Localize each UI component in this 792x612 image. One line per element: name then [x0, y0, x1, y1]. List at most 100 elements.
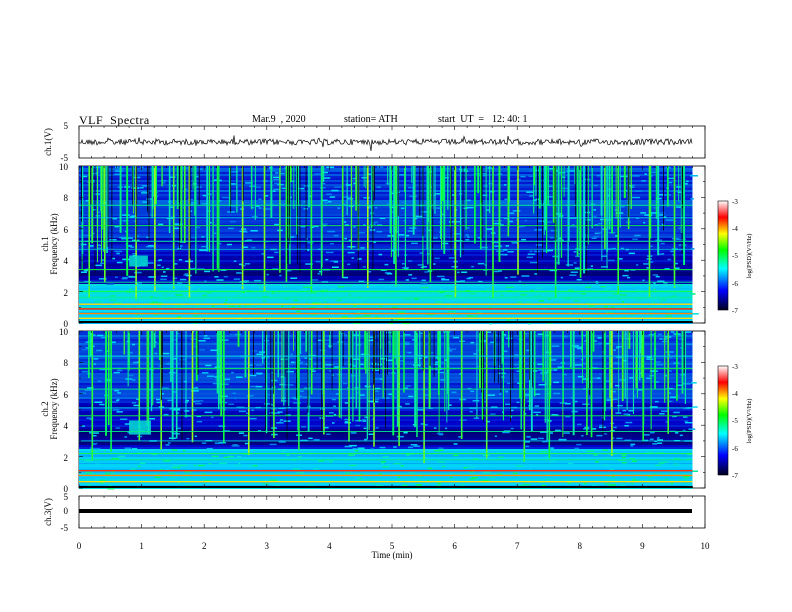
spectrogram-speck	[119, 175, 127, 177]
spectrogram-speck	[401, 201, 406, 204]
spectrogram-speck	[364, 438, 368, 441]
spectrogram-speck	[505, 391, 509, 393]
spectrogram-speck	[130, 468, 137, 470]
spectrogram-band	[79, 294, 693, 296]
spectrogram-speck	[521, 238, 526, 241]
spectrogram-speck	[325, 258, 329, 261]
spectrogram-speck	[642, 279, 645, 282]
ch1-waveform-panel	[78, 125, 706, 159]
spectrogram-speck	[506, 337, 514, 340]
ch1-wave-ytick-5: 5	[64, 121, 69, 131]
ch3-wave-ytick-5: 5	[64, 492, 69, 502]
spectrogram-speck	[439, 288, 444, 291]
sferic-streak	[119, 166, 122, 233]
spectrogram-speck	[498, 270, 503, 272]
sferic-streak	[426, 166, 428, 249]
spectrogram-speck	[549, 269, 558, 272]
spectrogram-speck	[533, 411, 541, 414]
spectrogram-speck	[440, 379, 446, 381]
spectrogram-speck	[392, 319, 399, 322]
spectrogram-speck	[317, 339, 324, 342]
spectrogram-speck	[505, 403, 511, 406]
sferic-streak	[485, 166, 487, 276]
sferic-streak	[293, 331, 294, 351]
spectrogram-speck	[613, 362, 619, 364]
spectrogram-speck	[162, 387, 169, 389]
spectrogram-speck	[322, 199, 328, 202]
spectrogram-speck	[467, 466, 476, 468]
dropout-streak	[342, 331, 344, 366]
spectrogram-speck	[537, 333, 544, 335]
spectrogram-speck	[567, 482, 571, 484]
spectrogram-speck	[135, 299, 140, 302]
spectrogram-speck	[291, 361, 295, 364]
spectrogram-speck	[94, 478, 101, 480]
spectrogram-speck	[154, 476, 161, 479]
spectrogram-speck	[437, 461, 445, 463]
spectrogram-speck	[360, 473, 364, 476]
spectrogram-speck	[565, 416, 571, 418]
spectrogram-speck	[559, 171, 566, 174]
spectrogram-speck	[450, 476, 453, 479]
spectrogram-speck	[218, 425, 226, 427]
spectrogram-speck	[378, 278, 385, 281]
spectrogram-speck	[596, 434, 603, 437]
sferic-streak	[533, 331, 536, 397]
spectrogram-speck	[504, 277, 508, 279]
spectrogram-speck	[658, 193, 664, 196]
spectrogram-speck	[286, 370, 294, 373]
spectrogram-speck	[122, 214, 130, 216]
spectrogram-speck	[550, 358, 558, 360]
spectrogram-speck	[584, 340, 588, 342]
sferic-streak	[236, 166, 238, 213]
spectrogram-speck	[195, 226, 201, 229]
spectrogram-speck	[223, 302, 227, 304]
sferic-streak	[389, 331, 391, 354]
spectrogram-speck	[665, 219, 674, 221]
spectrogram-speck	[603, 342, 611, 345]
spectrogram-speck	[337, 207, 341, 209]
spectrogram-speck	[309, 292, 317, 294]
spectrogram-speck	[657, 253, 664, 255]
sferic-streak	[576, 166, 579, 257]
spectrogram-speck	[445, 295, 453, 297]
sferic-streak	[676, 331, 678, 401]
spectrogram-speck	[302, 396, 311, 398]
dropout-streak	[331, 331, 333, 391]
spectrogram-band	[79, 250, 693, 252]
spectrogram-speck	[261, 309, 264, 311]
spectrogram-speck	[649, 370, 658, 372]
spectrogram-speck	[305, 263, 313, 265]
spectrogram-speck	[83, 269, 88, 272]
spectrogram-speck	[157, 259, 160, 262]
spectrogram-speck	[263, 208, 271, 210]
spectrogram-speck	[652, 473, 657, 476]
spectrogram-band	[79, 455, 693, 457]
spectrogram-speck	[486, 420, 490, 423]
spectrogram-speck	[169, 476, 178, 479]
spectrogram-speck	[86, 417, 94, 419]
dropout-streak	[230, 166, 232, 213]
spectrogram-speck	[373, 241, 377, 244]
spectrogram-speck	[380, 461, 387, 463]
spectrogram-speck	[135, 234, 139, 237]
spectrogram-band	[79, 252, 693, 254]
sferic-streak	[590, 331, 593, 438]
spectrogram-speck	[496, 473, 503, 476]
spectrogram-speck	[670, 396, 677, 398]
spectrogram-speck	[565, 479, 571, 481]
dropout-streak	[374, 331, 375, 403]
spectrogram-band	[79, 174, 693, 176]
dropout-streak	[522, 331, 524, 411]
sferic-streak	[176, 166, 179, 209]
burst-streak	[579, 166, 582, 278]
ch2-ytick-0: 0	[64, 484, 69, 494]
spectrogram-speck	[612, 398, 618, 401]
spectrogram-speck	[599, 426, 606, 429]
spectrogram-speck	[140, 462, 146, 464]
spectrogram-speck	[81, 425, 85, 427]
burst-streak	[135, 166, 137, 300]
sferic-streak	[478, 331, 481, 354]
spectrogram-speck	[90, 447, 93, 449]
spectrogram-speck	[478, 479, 483, 482]
